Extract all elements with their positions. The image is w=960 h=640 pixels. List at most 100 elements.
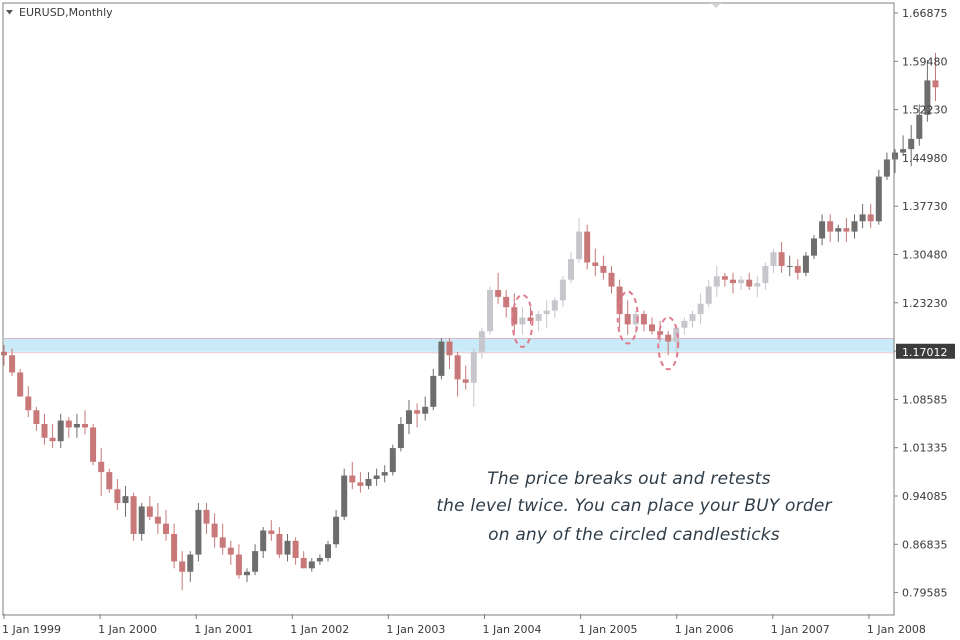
candle-body: [551, 300, 558, 311]
candle: [333, 509, 340, 548]
candle-body: [908, 138, 915, 150]
candle-body: [114, 489, 121, 504]
candle-body: [543, 310, 550, 315]
candle: [33, 406, 40, 431]
candle-body: [98, 461, 105, 473]
candle-body: [657, 331, 664, 335]
candle: [284, 533, 291, 562]
candle-body: [527, 317, 534, 321]
candle: [697, 293, 704, 325]
candle-body: [300, 557, 307, 569]
candle: [859, 204, 866, 229]
candle: [357, 472, 364, 493]
x-tick-label: 1 Jan 2004: [483, 623, 542, 636]
candle-body: [624, 314, 631, 325]
candle-body: [33, 410, 40, 424]
current-price-box: [896, 343, 955, 359]
candle-body: [802, 255, 809, 273]
candle: [738, 276, 745, 290]
candle: [811, 235, 817, 260]
candle: [770, 248, 777, 273]
candle: [900, 135, 907, 157]
candle: [584, 224, 591, 270]
candle: [568, 252, 574, 284]
candle-body: [90, 427, 97, 462]
candle-body: [811, 238, 817, 256]
x-tick-label: 1 Jan 2005: [579, 623, 638, 636]
circles-layer: [511, 290, 680, 371]
x-tick-label: 1 Jan 2003: [386, 623, 445, 636]
candle-body: [875, 176, 882, 222]
y-tick-label: 0.94085: [902, 490, 948, 503]
candle: [478, 327, 485, 359]
candle-body: [916, 114, 923, 139]
candle: [892, 149, 898, 174]
candle-body: [608, 272, 615, 287]
candle-body: [195, 509, 202, 555]
candle: [778, 241, 785, 273]
candle: [851, 214, 858, 239]
candle: [260, 527, 267, 558]
candle: [908, 125, 915, 167]
chart-symbol-label: EURUSD,Monthly: [19, 6, 113, 19]
candle-body: [478, 331, 485, 352]
candle: [438, 338, 445, 380]
candle-body: [568, 259, 574, 280]
candle-body: [689, 314, 696, 321]
candle-body: [632, 314, 639, 325]
candle-body: [1, 351, 7, 356]
candle: [82, 410, 88, 435]
candle-body: [276, 533, 283, 555]
candle: [527, 307, 534, 325]
candle-body: [308, 561, 315, 569]
candle-body: [333, 516, 340, 545]
candle-body: [511, 307, 518, 325]
candle-body: [851, 221, 858, 232]
y-tick-label: 1.37730: [902, 200, 948, 213]
candle-body: [697, 303, 704, 315]
candle-body: [932, 80, 939, 88]
candle-body: [325, 544, 331, 558]
candle: [17, 369, 24, 397]
candle: [730, 272, 736, 294]
candle-body: [365, 478, 372, 486]
candle-body: [316, 557, 323, 562]
candle: [9, 348, 16, 376]
candle-body: [357, 482, 364, 486]
candle-body: [9, 355, 16, 373]
x-tick-label: 1 Jan 2000: [98, 623, 157, 636]
candle: [665, 331, 672, 356]
candle-body: [154, 516, 161, 524]
candle: [179, 551, 186, 591]
current-price-label: 1.17012: [902, 346, 948, 359]
candle: [835, 224, 842, 242]
retest-circle: [511, 293, 534, 348]
candle: [430, 369, 437, 411]
x-tick-label: 1 Jan 2001: [194, 623, 253, 636]
candle-body: [835, 228, 842, 232]
retest-circle: [657, 316, 680, 371]
candle: [705, 279, 712, 308]
candle-body: [900, 149, 907, 153]
annotation-line-1: The price breaks out and retests: [487, 469, 770, 489]
candle-body: [762, 265, 769, 284]
symbol-dropdown-icon[interactable]: [6, 10, 13, 15]
candle-body: [171, 533, 178, 562]
candle-body: [867, 214, 874, 222]
candle: [454, 351, 461, 397]
candle: [786, 255, 793, 277]
candle-body: [503, 296, 510, 308]
candle-body: [446, 341, 453, 356]
candle-body: [681, 320, 688, 328]
chart-shift-marker-icon[interactable]: [711, 3, 721, 8]
candle: [640, 310, 647, 332]
candle-body: [260, 530, 267, 552]
candle-body: [843, 228, 850, 232]
candle-body: [349, 475, 356, 483]
candle: [41, 413, 48, 445]
candle: [511, 293, 518, 335]
candle-body: [592, 262, 599, 266]
candle-body: [721, 276, 728, 280]
candle: [932, 52, 939, 102]
